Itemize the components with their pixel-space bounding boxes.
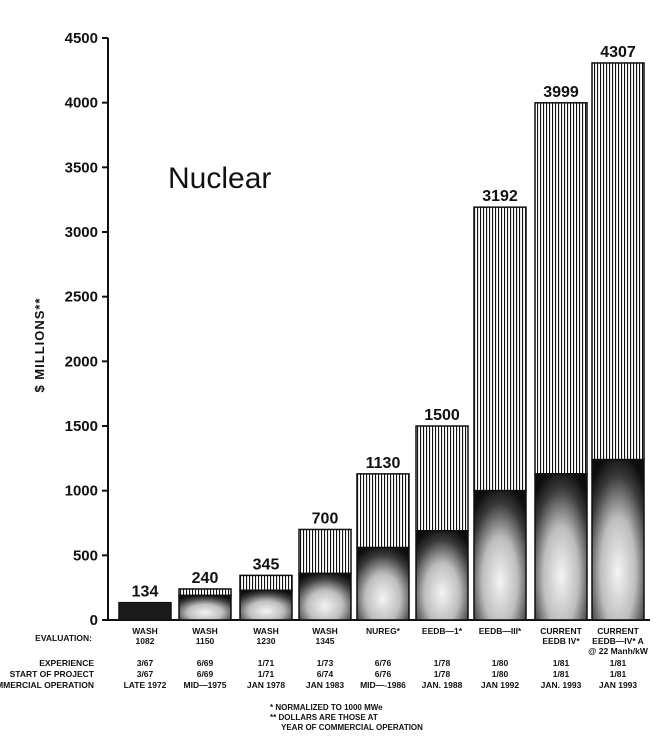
bar-value-label: 134 <box>132 584 159 601</box>
category-label: @ 22 Manh/kW <box>588 646 649 656</box>
bar-upper-segment <box>473 206 527 492</box>
category-experience: 6/69 <box>197 658 214 668</box>
category-experience: 1/78 <box>434 658 451 668</box>
footnote: YEAR OF COMMERCIAL OPERATION <box>281 723 423 732</box>
y-tick-label: 1000 <box>65 483 98 500</box>
category-label: EEDB—IV* A <box>592 636 644 646</box>
bar-value-label: 4307 <box>600 44 636 61</box>
bar-upper-segment <box>415 425 469 532</box>
bar-lower-segment <box>298 572 352 621</box>
category-start: 1/80 <box>492 669 509 679</box>
bar-lower-segment <box>591 458 645 621</box>
category-experience: 1/81 <box>610 658 627 668</box>
category-label: EEDB IV* <box>542 636 580 646</box>
row-label-experience: EXPERIENCE <box>39 658 94 668</box>
category-start: 1/71 <box>258 669 275 679</box>
bars <box>118 62 645 621</box>
category-experience: 1/73 <box>317 658 334 668</box>
category-start: 6/69 <box>197 669 214 679</box>
y-tick-label: 500 <box>73 547 98 564</box>
category-experience: 6/76 <box>375 658 392 668</box>
category-start: 6/74 <box>317 669 334 679</box>
bar-value-label: 1130 <box>366 455 401 472</box>
category-label: 1345 <box>316 636 335 646</box>
bar-lower-segment <box>356 546 410 621</box>
row-label-operation: COMMERCIAL OPERATION <box>0 680 94 690</box>
category-operation: JAN 1983 <box>306 680 345 690</box>
y-tick-label: 0 <box>90 612 98 629</box>
category-experience: 1/80 <box>492 658 509 668</box>
category-operation: MID—-1986 <box>360 680 406 690</box>
category-operation: MID—1975 <box>184 680 227 690</box>
category-operation: JAN 1993 <box>599 680 638 690</box>
bar-upper-segment <box>534 102 588 475</box>
bar-lower-segment <box>534 473 588 621</box>
category-start: 3/67 <box>137 669 154 679</box>
bar-upper-segment <box>298 528 352 575</box>
bar-value-label: 1500 <box>424 407 460 424</box>
category-label: WASH <box>132 626 158 636</box>
category-operation: JAN. 1993 <box>541 680 582 690</box>
category-label: 1082 <box>136 636 155 646</box>
category-operation: JAN 1992 <box>481 680 520 690</box>
row-label-evaluation: EVALUATION: <box>35 633 92 643</box>
y-tick-label: 3500 <box>65 159 98 176</box>
category-label: WASH <box>192 626 218 636</box>
bar-upper-segment <box>239 574 293 592</box>
bar-lower-segment <box>473 489 527 621</box>
category-label: 1230 <box>257 636 276 646</box>
category-label: WASH <box>253 626 279 636</box>
category-label: EEDB—1* <box>422 626 463 636</box>
y-axis-title: $ MILLIONS** <box>32 297 47 392</box>
category-start: 1/78 <box>434 669 451 679</box>
category-label: CURRENT <box>540 626 582 636</box>
bar-value-label: 240 <box>192 570 219 587</box>
bar-value-label: 3192 <box>482 188 518 205</box>
bar-lower-segment <box>118 601 172 621</box>
y-tick-label: 4500 <box>65 30 98 47</box>
row-label-start: START OF PROJECT <box>10 669 95 679</box>
bar-lower-segment <box>178 594 232 621</box>
category-operation: JAN 1978 <box>247 680 286 690</box>
axes: 0 500 1000 1500 2000 2500 3000 3500 4000 4500 <box>65 30 650 629</box>
footnote: * NORMALIZED TO 1000 MWe <box>270 703 383 712</box>
y-tick-label: 1500 <box>65 418 98 435</box>
bar-value-label: 3999 <box>543 84 579 101</box>
category-experience: 1/71 <box>258 658 275 668</box>
y-tick-label: 3000 <box>65 224 98 241</box>
category-label: EEDB—III* <box>479 626 522 636</box>
category-experience: 3/67 <box>137 658 154 668</box>
category-label: 1150 <box>196 636 215 646</box>
category-experience: 1/81 <box>553 658 570 668</box>
category-label: CURRENT <box>597 626 639 636</box>
bar-lower-segment <box>415 530 469 621</box>
y-tick-label: 2000 <box>65 353 98 370</box>
bar-upper-segment <box>356 473 410 549</box>
bar-lower-segment <box>239 589 293 621</box>
category-label: WASH <box>312 626 338 636</box>
category-start: 1/81 <box>553 669 570 679</box>
category-start: 6/76 <box>375 669 392 679</box>
footnote: ** DOLLARS ARE THOSE AT <box>270 713 378 722</box>
bar-value-label: 700 <box>312 510 339 527</box>
bar-upper-segment <box>591 62 645 461</box>
category-operation: LATE 1972 <box>124 680 167 690</box>
y-tick-label: 2500 <box>65 289 98 306</box>
category-operation: JAN. 1988 <box>422 680 463 690</box>
category-label: NUREG* <box>366 626 401 636</box>
category-start: 1/81 <box>610 669 627 679</box>
y-tick-label: 4000 <box>65 95 98 112</box>
chart-title: Nuclear <box>168 162 271 195</box>
bar-value-label: 345 <box>253 556 280 573</box>
bar-upper-segment <box>178 588 232 597</box>
